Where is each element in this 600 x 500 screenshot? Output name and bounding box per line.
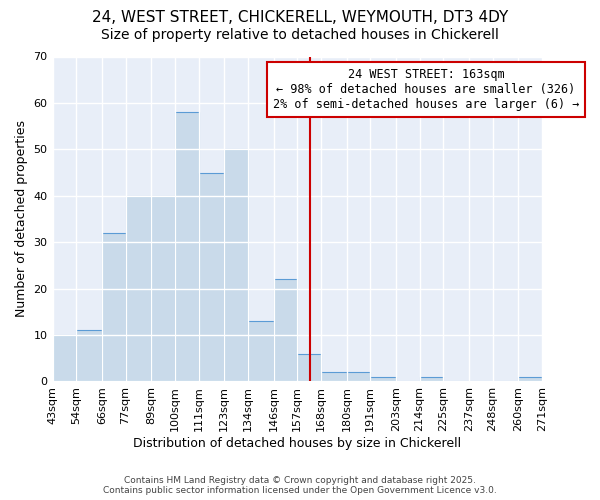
Y-axis label: Number of detached properties: Number of detached properties xyxy=(15,120,28,318)
Bar xyxy=(274,280,297,382)
Bar xyxy=(151,196,175,382)
Bar xyxy=(224,150,248,382)
Bar xyxy=(76,330,102,382)
Text: Size of property relative to detached houses in Chickerell: Size of property relative to detached ho… xyxy=(101,28,499,42)
Bar xyxy=(199,172,224,382)
Text: 24 WEST STREET: 163sqm
← 98% of detached houses are smaller (326)
2% of semi-det: 24 WEST STREET: 163sqm ← 98% of detached… xyxy=(273,68,579,111)
Bar xyxy=(297,354,321,382)
Bar xyxy=(248,321,274,382)
Bar xyxy=(347,372,370,382)
Text: Contains HM Land Registry data © Crown copyright and database right 2025.
Contai: Contains HM Land Registry data © Crown c… xyxy=(103,476,497,495)
X-axis label: Distribution of detached houses by size in Chickerell: Distribution of detached houses by size … xyxy=(133,437,461,450)
Bar xyxy=(321,372,347,382)
Bar xyxy=(53,335,76,382)
Bar xyxy=(518,377,542,382)
Bar xyxy=(102,233,125,382)
Text: 24, WEST STREET, CHICKERELL, WEYMOUTH, DT3 4DY: 24, WEST STREET, CHICKERELL, WEYMOUTH, D… xyxy=(92,10,508,25)
Bar xyxy=(175,112,199,382)
Bar xyxy=(419,377,443,382)
Bar xyxy=(370,377,396,382)
Bar xyxy=(125,196,151,382)
